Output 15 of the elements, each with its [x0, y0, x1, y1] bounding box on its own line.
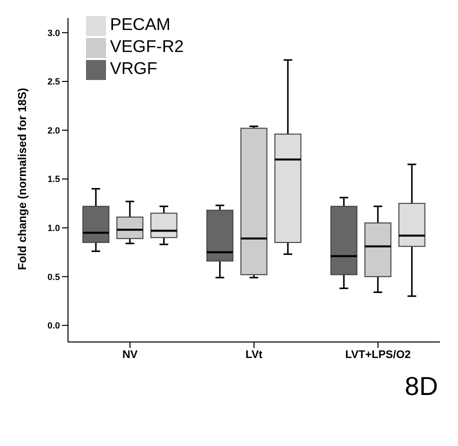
x-tick-label: LVt	[246, 348, 263, 361]
x-tick-label: NV	[122, 348, 138, 361]
y-axis-title: Fold change (normalised for 18S)	[17, 88, 30, 270]
y-tick-label: 2.5	[47, 76, 60, 87]
legend-label: VRGF	[110, 59, 158, 78]
y-tick-label: 3.0	[47, 28, 60, 38]
y-tick-label: 0.0	[47, 320, 60, 331]
y-tick-label: 0.5	[47, 272, 60, 282]
y-tick-label: 1.5	[47, 174, 60, 184]
text: 8D	[404, 371, 438, 402]
y-tick-label: 1.0	[47, 223, 60, 234]
legend-label: PECAM	[110, 15, 170, 34]
x-tick-label: LVT+LPS/O2	[345, 348, 411, 361]
y-tick-label: 2.0	[47, 125, 60, 136]
legend-label: VEGF-R2	[110, 37, 184, 56]
